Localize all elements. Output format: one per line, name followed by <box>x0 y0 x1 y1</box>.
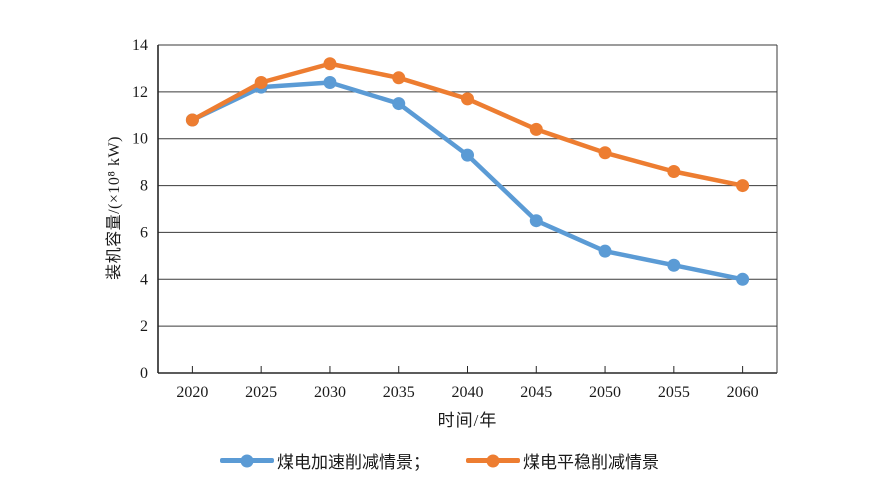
svg-text:2: 2 <box>140 318 148 335</box>
legend-line-marker-icon <box>466 454 520 467</box>
legend-dot-icon <box>486 454 500 467</box>
svg-text:10: 10 <box>132 131 148 148</box>
legend-dot-icon <box>240 454 254 467</box>
svg-text:14: 14 <box>132 37 148 54</box>
svg-text:0: 0 <box>140 365 148 382</box>
svg-text:2025: 2025 <box>245 384 277 401</box>
legend-item-steady-reduction: 煤电平稳削减情景 <box>466 448 659 473</box>
legend-label: 煤电平稳削减情景 <box>523 453 659 472</box>
svg-text:2045: 2045 <box>520 384 552 401</box>
svg-text:12: 12 <box>132 84 148 101</box>
svg-text:8: 8 <box>140 178 148 195</box>
svg-text:2030: 2030 <box>314 384 346 401</box>
svg-text:2050: 2050 <box>589 384 621 401</box>
legend-label: 煤电加速削减情景； <box>277 453 430 472</box>
legend-line-marker-icon <box>220 454 274 467</box>
svg-text:2020: 2020 <box>176 384 208 401</box>
svg-text:4: 4 <box>140 271 148 288</box>
x-axis-title: 时间/年 <box>437 411 498 430</box>
svg-text:2060: 2060 <box>727 384 759 401</box>
svg-text:2035: 2035 <box>383 384 415 401</box>
svg-text:2055: 2055 <box>658 384 690 401</box>
svg-text:6: 6 <box>140 224 148 241</box>
chart-legend: 煤电加速削减情景； 煤电平稳削减情景 <box>0 448 879 473</box>
svg-text:2040: 2040 <box>452 384 484 401</box>
legend-item-accelerated-reduction: 煤电加速削减情景； <box>220 448 430 473</box>
y-axis-title: 装机容量/(×10⁸ kW) <box>106 136 123 280</box>
